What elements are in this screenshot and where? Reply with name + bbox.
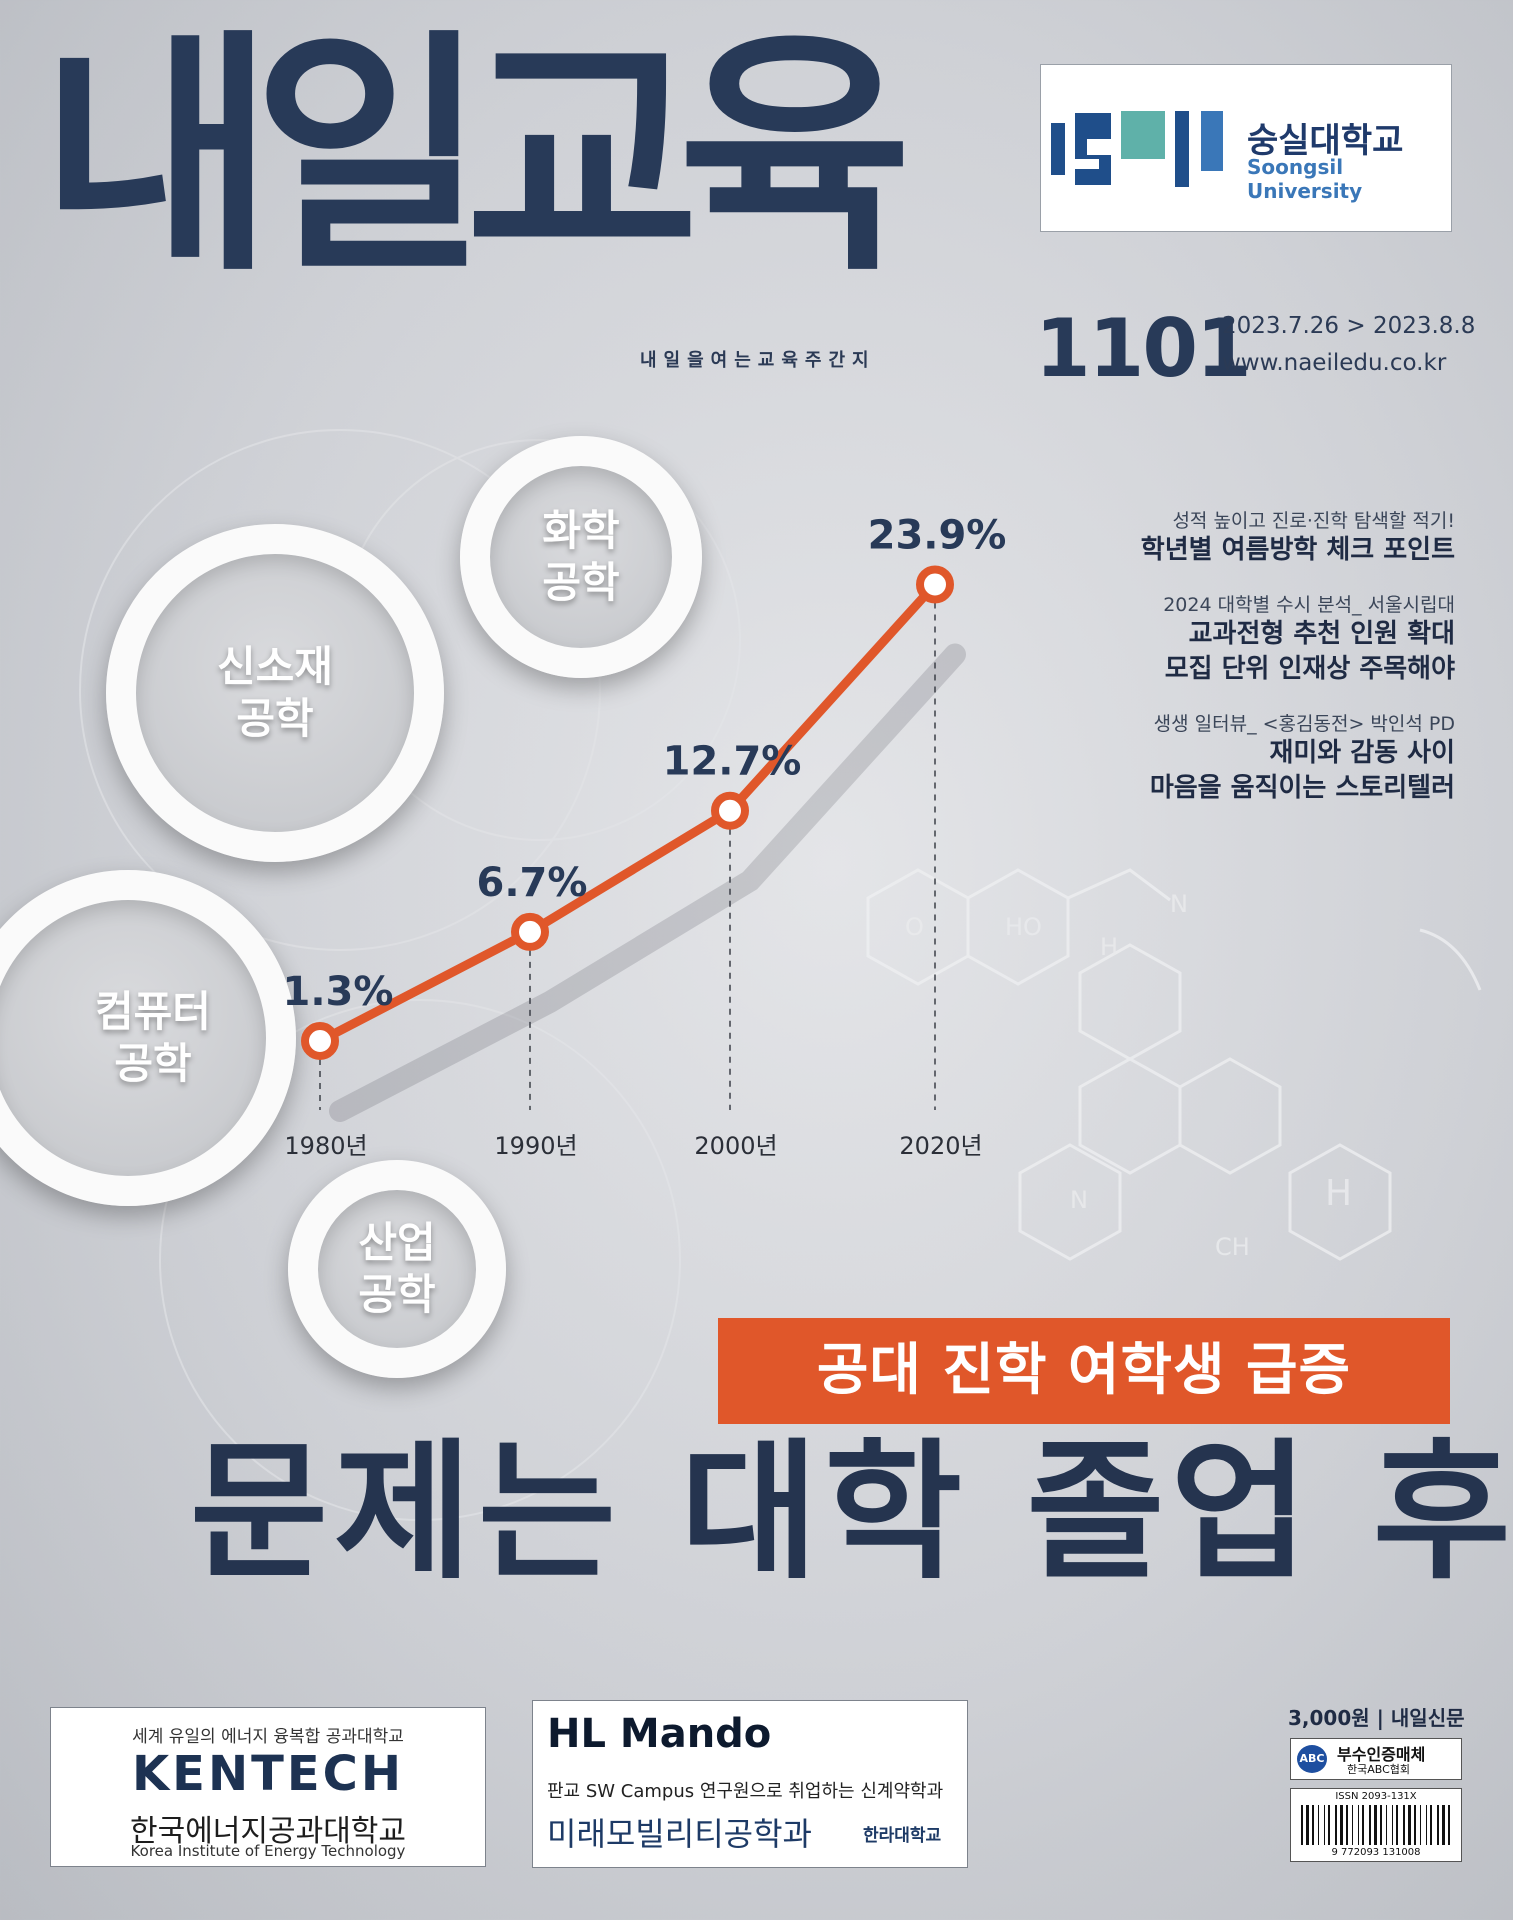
barcode-bar	[1335, 1805, 1337, 1845]
data-label: 23.9%	[868, 512, 1007, 558]
headline-main: 교과전형 추천 인원 확대	[1188, 619, 1455, 650]
headline-list: 성적 높이고 진로·진학 탐색할 적기! 학년별 여름방학 체크 포인트 202…	[1095, 488, 1455, 806]
circle-label: 컴퓨터 공학	[95, 986, 211, 1089]
barcode-bar	[1306, 1805, 1309, 1845]
category-label: 1980년	[284, 1132, 367, 1160]
abc-icon: ABC	[1297, 1745, 1327, 1773]
cover-story-banner: 공대 진학 여학생 급증	[718, 1318, 1450, 1424]
category-label: 1990년	[494, 1132, 577, 1160]
cover-story-title: 문제는 대학 졸업 후	[190, 1426, 1513, 1600]
headline-item[interactable]: 성적 높이고 진로·진학 탐색할 적기! 학년별 여름방학 체크 포인트	[1095, 506, 1455, 568]
barcode-bar	[1318, 1805, 1319, 1845]
barcode-bar	[1396, 1805, 1398, 1845]
hl-mando-tagline: 판교 SW Campus 연구원으로 취업하는 신계약학과	[547, 1781, 944, 1802]
barcode-bar	[1340, 1805, 1343, 1845]
price-publisher: 3,000원 | 내일신문	[1288, 1706, 1465, 1730]
hl-mando-department: 미래모빌리티공학과	[547, 1815, 812, 1853]
barcode-bar	[1362, 1805, 1364, 1845]
data-label: 6.7%	[477, 860, 588, 906]
barcode-digits: 9 772093 131008	[1331, 1847, 1421, 1858]
headline-main: 학년별 여름방학 체크 포인트	[1140, 535, 1455, 565]
barcode-bar	[1392, 1805, 1393, 1845]
abc-title: 부수인증매체	[1337, 1745, 1426, 1764]
barcode-bar	[1324, 1805, 1325, 1845]
kentech-logo: KENTECH	[131, 1746, 405, 1802]
data-point	[711, 791, 749, 830]
hl-mando-ad[interactable]: HL Mando 판교 SW Campus 연구원으로 취업하는 신계약학과 미…	[532, 1700, 968, 1868]
barcode-bar	[1301, 1805, 1303, 1845]
headline-main: 모집 단위 인재상 주목해야	[1164, 654, 1455, 685]
barcode-bar	[1442, 1805, 1445, 1845]
data-point	[916, 565, 954, 604]
svg-text:N: N	[1070, 1186, 1088, 1214]
barcode-bar	[1380, 1805, 1382, 1845]
website-url[interactable]: www.naeiledu.co.kr	[1222, 350, 1447, 376]
kentech-name-ko: 한국에너지공과대학교	[130, 1814, 406, 1849]
soongsil-name-en: Soongsil University	[1247, 155, 1363, 203]
barcode-bar	[1328, 1805, 1330, 1845]
data-label: 12.7%	[663, 739, 802, 785]
circle-label: 화학 공학	[542, 505, 620, 608]
headline-sub: 성적 높이고 진로·진학 탐색할 적기!	[1172, 510, 1455, 532]
soongsil-university-ad[interactable]: 숭실대학교 Soongsil University	[1040, 64, 1452, 232]
halla-university-name: 한라대학교	[863, 1826, 942, 1846]
svg-text:HO: HO	[1005, 913, 1042, 941]
barcode-icon	[1301, 1805, 1450, 1845]
svg-text:CH: CH	[1215, 1233, 1250, 1261]
abc-certification-badge: ABC 부수인증매체 한국ABC협회	[1290, 1738, 1462, 1780]
barcode-bar	[1352, 1805, 1353, 1845]
circle-label: 산업 공학	[358, 1217, 436, 1320]
svg-text:O: O	[905, 913, 924, 941]
barcode-bar	[1408, 1805, 1411, 1845]
kentech-ad[interactable]: 세계 유일의 에너지 융복합 공과대학교 KENTECH 한국에너지공과대학교 …	[50, 1707, 486, 1867]
barcode-bar	[1386, 1805, 1387, 1845]
kentech-tagline: 세계 유일의 에너지 융복합 공과대학교	[132, 1727, 404, 1747]
issue-number: 1101	[1035, 302, 1252, 395]
barcode-bar	[1374, 1805, 1377, 1845]
barcode-bar	[1369, 1805, 1371, 1845]
headline-sub: 생생 일터뷰_ <홍김동전> 박인석 PD	[1153, 713, 1455, 736]
barcode-bar	[1437, 1805, 1439, 1845]
barcode-bar	[1346, 1805, 1348, 1845]
data-point	[301, 1022, 339, 1060]
soongsil-logo-icon	[1051, 111, 1223, 187]
issue-date-range: 2023.7.26 > 2023.8.8	[1222, 313, 1476, 339]
category-label: 2020년	[899, 1132, 982, 1160]
headline-main: 마음을 움직이는 스토리텔러	[1149, 773, 1455, 804]
circle-label: 신소재 공학	[217, 641, 333, 744]
masthead-title: 내일교육	[40, 9, 912, 306]
svg-text:N: N	[1170, 890, 1188, 918]
barcode-bar	[1426, 1805, 1427, 1845]
headline-main: 재미와 감동 사이	[1269, 738, 1455, 769]
barcode-bar	[1448, 1805, 1450, 1845]
barcode-bar	[1403, 1805, 1405, 1845]
barcode-bar	[1420, 1805, 1421, 1845]
issn-number: ISSN 2093-131X	[1335, 1791, 1417, 1802]
series-line	[315, 579, 940, 1046]
barcode-bar	[1430, 1805, 1432, 1845]
abc-subtitle: 한국ABC협회	[1347, 1763, 1411, 1776]
kentech-name-en: Korea Institute of Energy Technology	[130, 1842, 406, 1860]
category-label: 2000년	[694, 1132, 777, 1160]
svg-text:H: H	[1100, 933, 1118, 961]
soongsil-name-ko: 숭실대학교	[1247, 121, 1404, 161]
headline-item[interactable]: 생생 일터뷰_ <홍김동전> 박인석 PD 재미와 감동 사이 마음을 움직이는…	[1095, 709, 1455, 806]
hl-mando-logo: HL Mando	[547, 1711, 772, 1757]
data-point	[511, 912, 549, 951]
barcode: ISSN 2093-131X 9 772093 131008	[1290, 1788, 1462, 1862]
barcode-bar	[1414, 1805, 1416, 1845]
svg-text:H: H	[1325, 1173, 1352, 1214]
headline-sub: 2024 대학별 수시 분석_ 서울시립대	[1163, 594, 1455, 617]
line-shadow	[329, 643, 966, 1122]
masthead-tagline: 내일을여는교육주간지	[640, 350, 876, 371]
headline-item[interactable]: 2024 대학별 수시 분석_ 서울시립대 교과전형 추천 인원 확대 모집 단…	[1095, 590, 1455, 687]
barcode-bar	[1312, 1805, 1314, 1845]
barcode-bar	[1358, 1805, 1359, 1845]
data-label: 1.3%	[283, 969, 394, 1015]
